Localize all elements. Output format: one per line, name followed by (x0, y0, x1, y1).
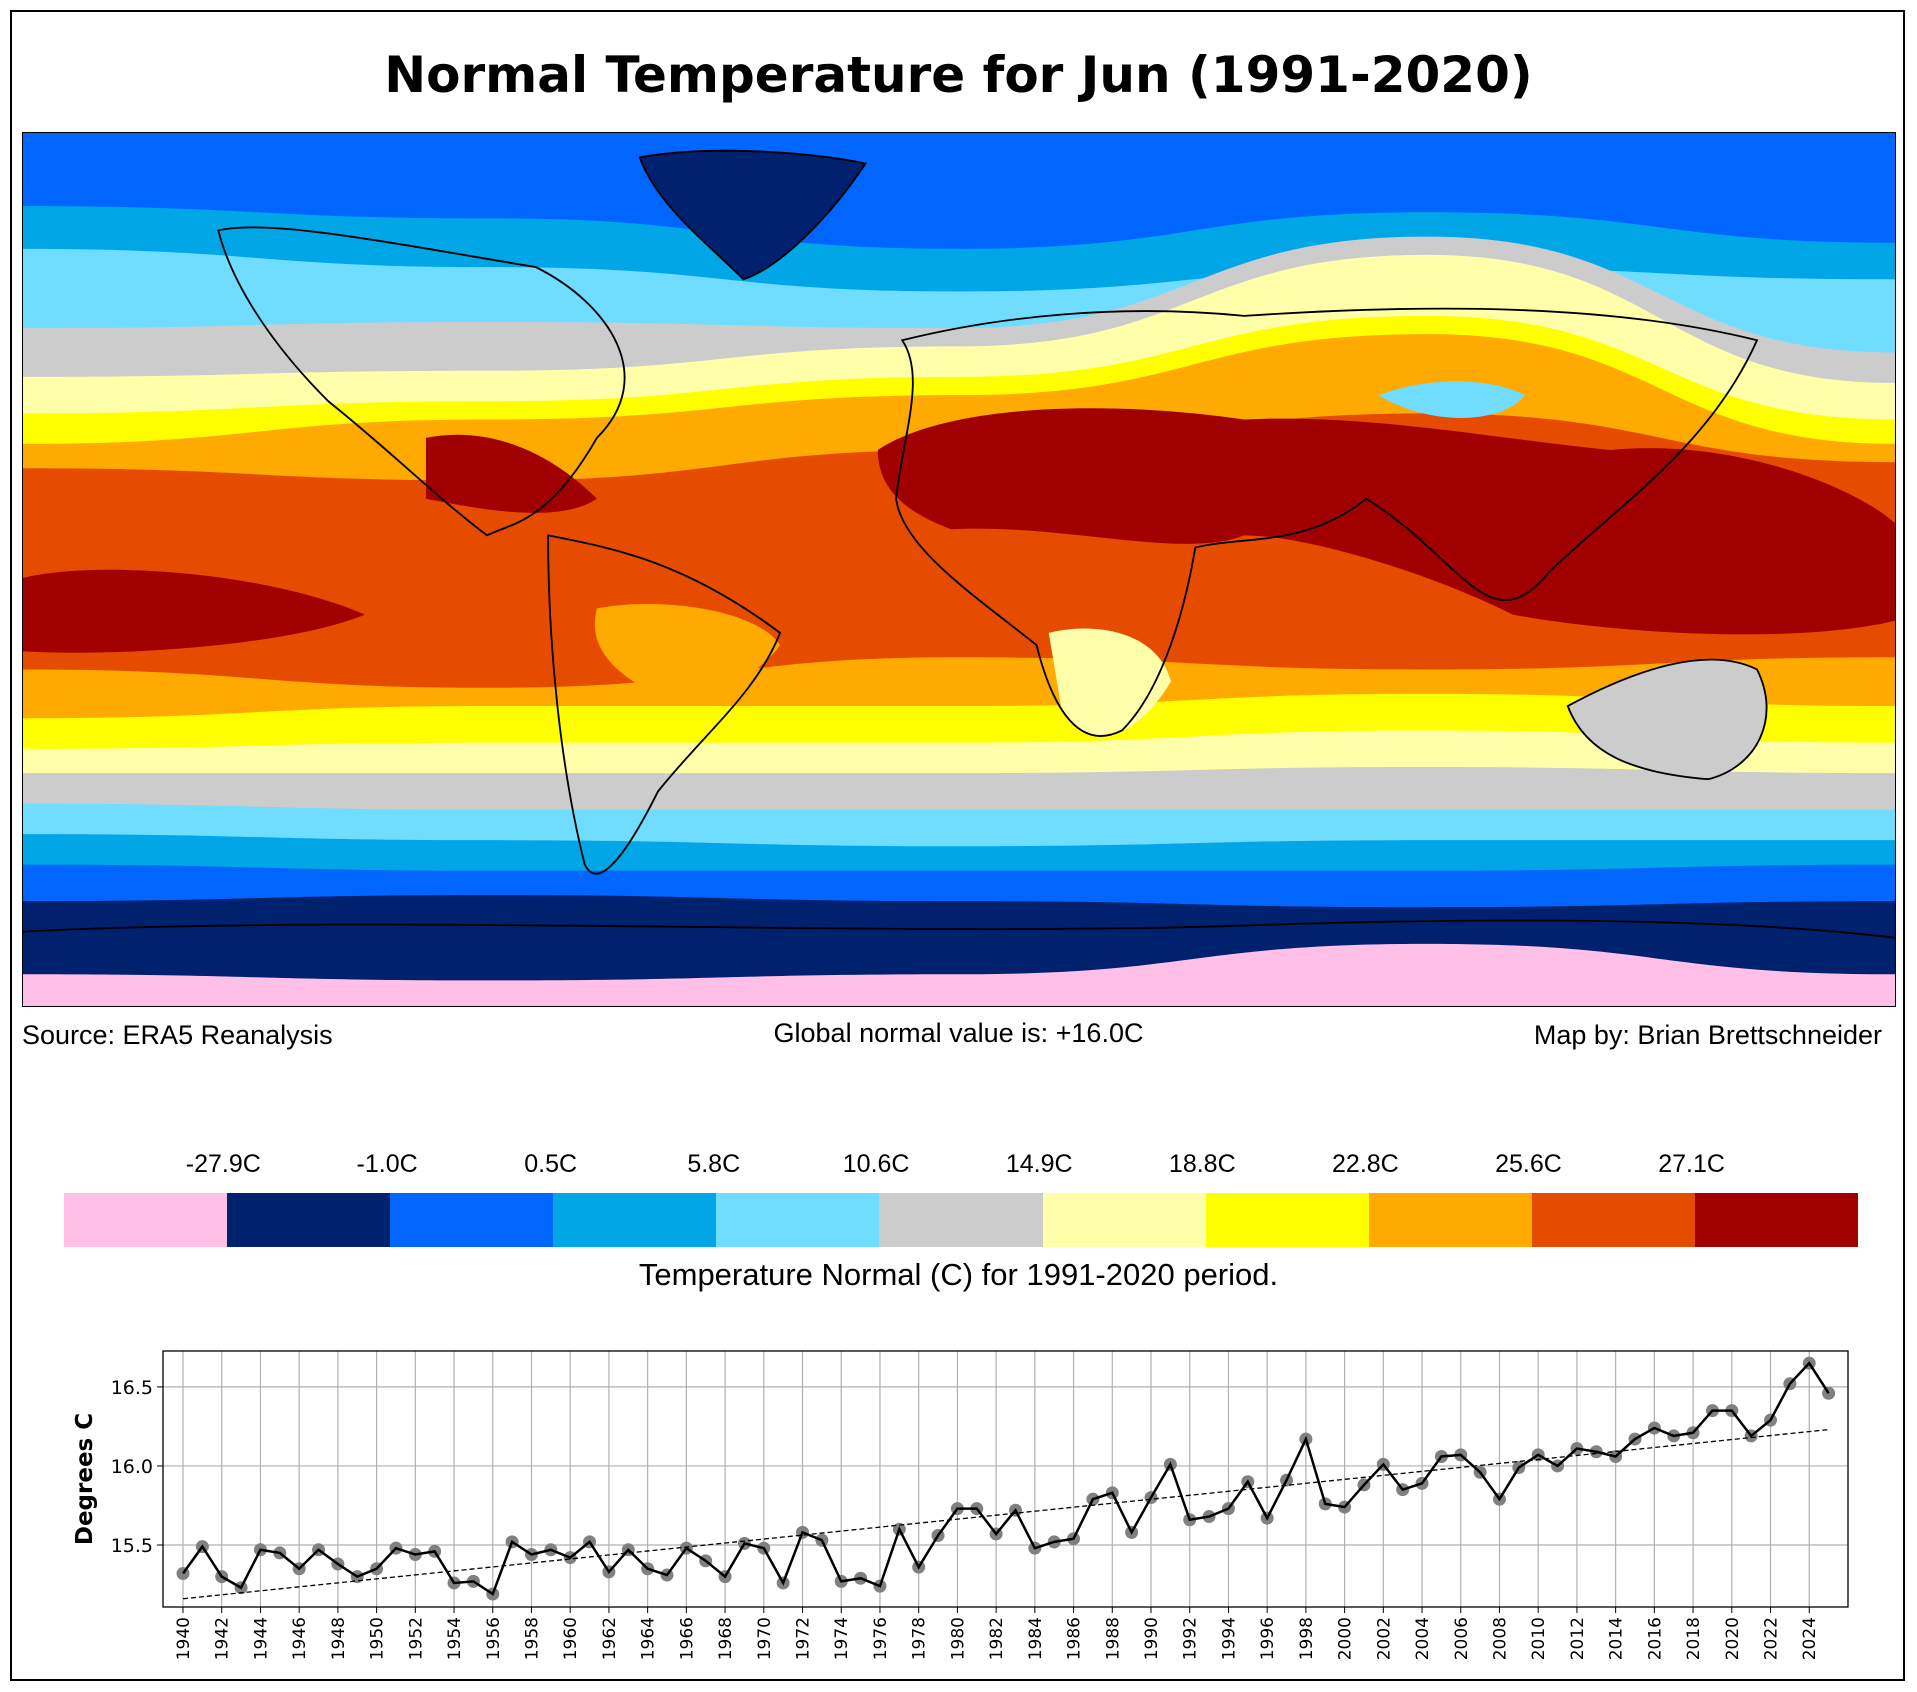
x-tick-label: 2022 (1762, 1617, 1782, 1660)
temperature-region (594, 603, 781, 694)
source-label: Source: ERA5 Reanalysis (22, 1020, 333, 1050)
x-tick-label: 1970 (755, 1617, 775, 1660)
y-tick-label: 16.5 (111, 1377, 153, 1399)
x-tick-label: 2006 (1452, 1617, 1472, 1660)
coastline (547, 534, 782, 875)
x-tick-label: 1944 (251, 1617, 271, 1660)
x-tick-label: 1986 (1065, 1617, 1085, 1660)
coastline (895, 307, 1759, 737)
x-tick-label: 1996 (1258, 1617, 1278, 1660)
temperature-region (877, 408, 1895, 635)
x-tick-label: 1946 (290, 1617, 310, 1660)
global-normal-label: Global normal value is: +16.0C (773, 1018, 1144, 1048)
colorbar-label: 18.8C (1168, 1150, 1236, 1178)
colorbar-label: 22.8C (1332, 1150, 1399, 1178)
x-tick-label: 1972 (794, 1617, 814, 1660)
x-tick-label: 1952 (406, 1617, 426, 1660)
x-tick-label: 1992 (1181, 1617, 1201, 1660)
x-tick-label: 1988 (1103, 1617, 1123, 1660)
coastline (217, 226, 626, 537)
colorbar-swatch (1042, 1193, 1206, 1247)
temperature-map (22, 132, 1896, 1007)
colorbar-label: 25.6C (1495, 1150, 1562, 1178)
colorbar-swatch (1205, 1193, 1369, 1247)
y-tick-label: 15.5 (111, 1535, 153, 1557)
temperature-region (1378, 381, 1525, 419)
x-tick-label: 2000 (1336, 1617, 1356, 1660)
colorbar-label: 0.5C (524, 1150, 578, 1178)
x-tick-label: 1954 (445, 1617, 465, 1660)
trend-line (182, 1428, 1829, 1600)
x-tick-label: 1958 (522, 1617, 542, 1660)
x-tick-label: 1940 (174, 1617, 194, 1660)
temperature-band (23, 943, 1895, 1006)
x-tick-label: 1964 (639, 1617, 659, 1660)
colorbar-swatch (1531, 1193, 1695, 1247)
x-tick-label: 1948 (329, 1617, 349, 1660)
colorbar-swatch (1694, 1193, 1859, 1247)
x-tick-label: 1982 (987, 1617, 1007, 1660)
colorbar-label: 5.8C (687, 1150, 741, 1178)
x-tick-label: 2016 (1645, 1617, 1665, 1660)
colorbar-swatch (879, 1193, 1043, 1247)
colorbar-swatch (227, 1193, 391, 1247)
x-tick-label: 1994 (1219, 1617, 1239, 1660)
colorbar-swatch (1368, 1193, 1532, 1247)
colorbar-swatch (390, 1193, 554, 1247)
x-tick-label: 2024 (1800, 1617, 1820, 1660)
x-tick-label: 2004 (1413, 1617, 1433, 1660)
page-title: Normal Temperature for Jun (1991-2020) (384, 46, 1533, 104)
x-tick-label: 2008 (1490, 1617, 1510, 1660)
colorbar-swatch (553, 1193, 717, 1247)
coastline (638, 149, 868, 281)
temperature-region (1567, 659, 1767, 780)
x-tick-label: 1942 (213, 1617, 233, 1660)
x-tick-label: 1960 (561, 1617, 581, 1660)
x-tick-label: 1966 (677, 1617, 697, 1660)
coastline (1566, 658, 1768, 781)
x-tick-label: 1974 (832, 1617, 852, 1660)
colorbar-label: 10.6C (842, 1150, 910, 1178)
x-tick-label: 2010 (1529, 1617, 1549, 1660)
y-tick-label: 16.0 (111, 1456, 153, 1478)
temperature-line (181, 1361, 1830, 1596)
temperature-region (639, 150, 866, 280)
colorbar-label: -1.0C (356, 1150, 418, 1178)
world-map (23, 133, 1895, 1006)
x-tick-label: 1976 (871, 1617, 891, 1660)
x-tick-label: 1956 (484, 1617, 504, 1660)
credit-label: Map by: Brian Brettschneider (1533, 1020, 1882, 1050)
temperature-region (23, 569, 365, 653)
x-tick-label: 1962 (600, 1617, 620, 1660)
x-tick-label: 1984 (1026, 1617, 1046, 1660)
x-tick-label: 2018 (1684, 1617, 1704, 1660)
colorbar (64, 1193, 1859, 1247)
plot-area-border (162, 1350, 1849, 1608)
colorbar-caption: Temperature Normal (C) for 1991-2020 per… (638, 1257, 1279, 1292)
colorbar-label: -27.9C (185, 1150, 261, 1178)
y-axis-label: Degrees C (72, 1413, 98, 1545)
figure-border (10, 10, 1905, 1681)
coastline (23, 919, 1895, 939)
x-tick-label: 1978 (910, 1617, 930, 1660)
x-tick-label: 1998 (1297, 1617, 1317, 1660)
colorbar-swatch (716, 1193, 880, 1247)
x-tick-label: 2002 (1374, 1617, 1394, 1660)
x-tick-label: 1950 (368, 1617, 388, 1660)
x-tick-label: 1968 (716, 1617, 736, 1660)
x-tick-label: 1980 (948, 1617, 968, 1660)
x-tick-label: 1990 (1142, 1617, 1162, 1660)
x-tick-label: 2020 (1723, 1617, 1743, 1660)
x-tick-label: 2014 (1607, 1617, 1627, 1660)
global-temperature-line-chart: 1940 1942 1944 1946 1948 1950 1952 1954 1956 1958… (72, 1350, 1849, 1660)
x-tick-label: 2012 (1568, 1617, 1588, 1660)
temperature-region (425, 434, 597, 513)
colorbar-label: 14.9C (1005, 1150, 1073, 1178)
colorbar-swatch (64, 1193, 228, 1247)
colorbar-label: 27.1C (1658, 1150, 1725, 1178)
